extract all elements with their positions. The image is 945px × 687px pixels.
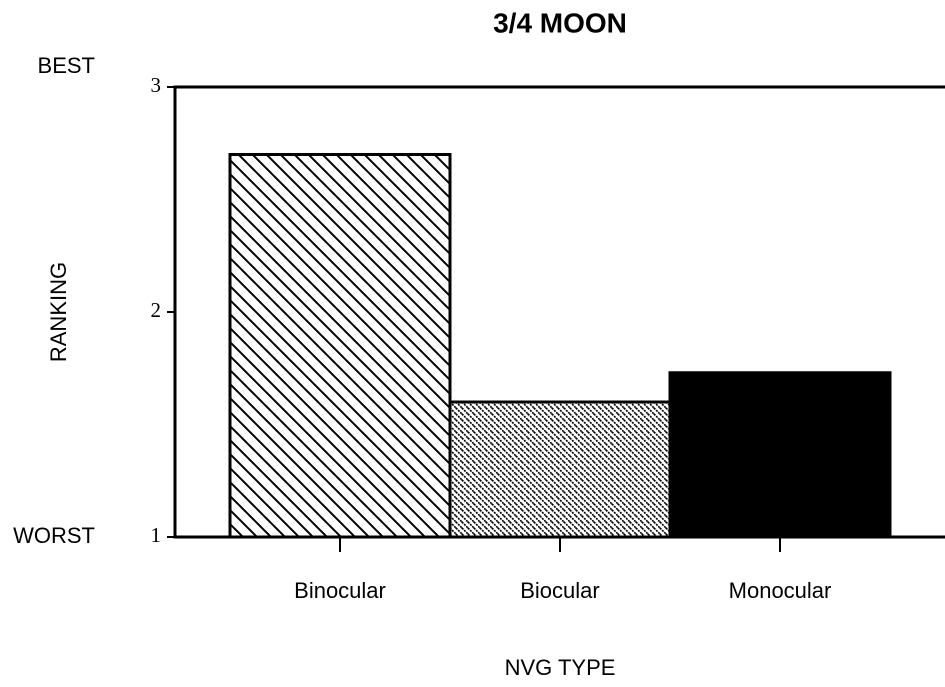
axis-frame [173,85,945,539]
y-tick-label: 3 [151,73,162,97]
y-tick-label: 1 [151,523,162,547]
x-tick-label: Monocular [729,578,832,603]
annotation: BEST [38,53,95,78]
x-tick-label: Biocular [520,578,599,603]
annotation: WORST [13,523,95,548]
y-tick-label: 2 [151,298,162,322]
bar [668,371,892,539]
bar [228,153,452,539]
x-tick-label: Binocular [294,578,386,603]
y-axis-label: RANKING [46,262,71,362]
x-axis-label: NVG TYPE [505,655,616,680]
bar [448,400,672,539]
chart-title: 3/4 MOON [493,7,627,38]
